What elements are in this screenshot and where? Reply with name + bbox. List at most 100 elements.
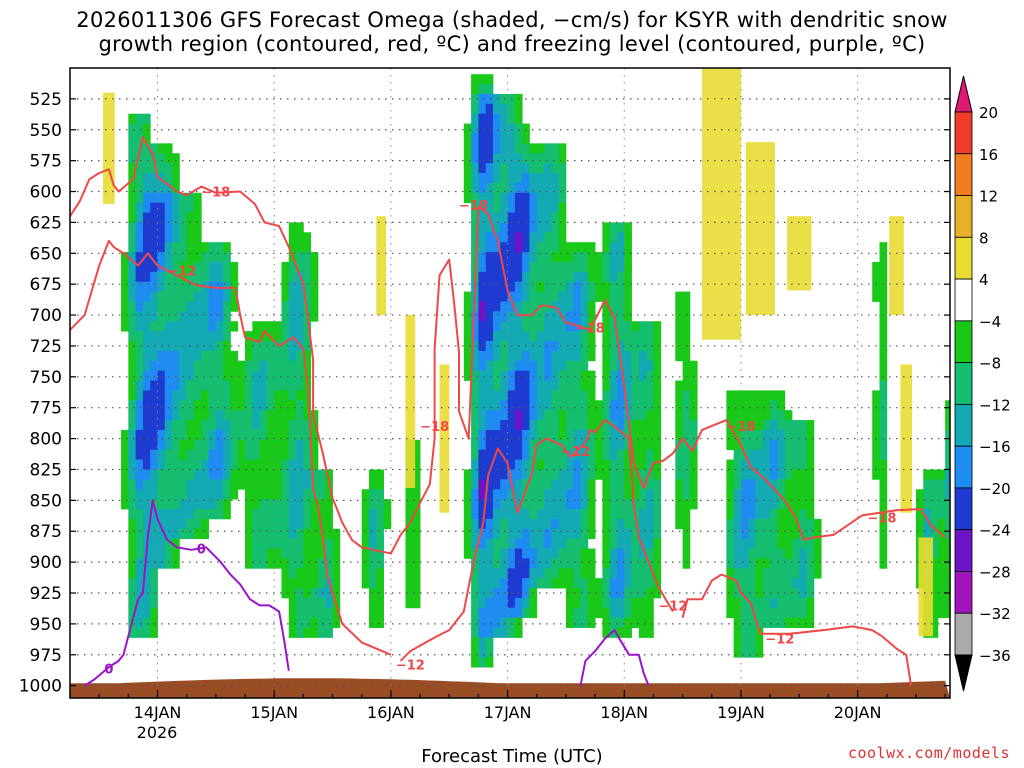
contour-label: −18 [201, 186, 230, 201]
omega-cell [689, 439, 698, 451]
omega-cell [471, 390, 479, 401]
omega-cell [164, 321, 173, 332]
omega-cell [536, 192, 545, 204]
omega-cell [128, 252, 137, 263]
colorbar-bin [954, 612, 973, 656]
omega-cell [514, 528, 523, 540]
omega-cell [186, 212, 195, 223]
omega-cell [296, 281, 304, 292]
omega-cell [791, 617, 800, 628]
omega-cell [274, 499, 282, 510]
omega-cell [223, 429, 231, 441]
omega-cell [296, 261, 304, 273]
omega-cell [872, 420, 880, 431]
omega-cell [799, 578, 807, 589]
omega-cell [288, 311, 297, 322]
freezing-level-line [579, 629, 650, 686]
omega-cell [142, 420, 151, 431]
omega-cell [193, 370, 202, 381]
omega-cell [638, 548, 647, 559]
omega-cell [186, 331, 195, 342]
omega-cell [150, 548, 158, 559]
omega-cell [675, 499, 683, 510]
omega-cell [624, 360, 632, 372]
omega-cell [274, 380, 282, 391]
omega-cell [164, 252, 173, 263]
omega-cell [193, 202, 202, 213]
omega-cell [770, 588, 778, 599]
omega-cell [558, 252, 567, 263]
omega-cell [631, 380, 640, 391]
omega-cell [361, 499, 370, 510]
omega-cell [128, 350, 137, 362]
omega-cell [544, 163, 552, 174]
omega-cell [325, 499, 333, 510]
omega-cell [762, 410, 771, 421]
omega-cell [172, 380, 180, 391]
omega-cell [492, 509, 501, 520]
omega-cell [179, 449, 188, 460]
omega-cell [135, 400, 144, 411]
omega-cell [478, 252, 487, 263]
omega-cell [259, 499, 268, 510]
y-tick-label: 525 [30, 90, 62, 110]
omega-cell [558, 429, 567, 441]
omega-cell [266, 518, 275, 530]
omega-cell [507, 252, 516, 263]
omega-cell [150, 578, 158, 589]
omega-cell [565, 291, 574, 302]
omega-cell [463, 123, 472, 134]
omega-cell [507, 499, 516, 510]
omega-cell [937, 558, 946, 569]
omega-cell [164, 528, 173, 540]
omega-cell [879, 509, 888, 520]
omega-cell [507, 143, 516, 154]
omega-cell [303, 410, 312, 421]
omega-cell [288, 469, 297, 480]
omega-cell [303, 627, 312, 638]
omega-cell [172, 509, 180, 520]
omega-cell [223, 291, 231, 302]
omega-cell [624, 341, 632, 352]
omega-cell [492, 548, 501, 559]
omega-cell [522, 518, 530, 530]
omega-cell [580, 449, 589, 460]
omega-cell [492, 429, 501, 441]
omega-cell [128, 627, 137, 638]
omega-cell [616, 420, 625, 431]
omega-cell [135, 202, 144, 213]
omega-cell [544, 321, 552, 332]
omega-cell [471, 538, 479, 549]
omega-cell [128, 113, 137, 124]
omega-cell [522, 163, 530, 174]
omega-cell [303, 607, 312, 619]
omega-cell [646, 429, 654, 441]
omega-cell [573, 479, 581, 490]
omega-cell [609, 360, 618, 372]
omega-cell [777, 558, 786, 569]
omega-cell [223, 439, 231, 451]
omega-cell [536, 331, 545, 342]
omega-cell [675, 479, 683, 490]
omega-cell [478, 410, 487, 421]
omega-cell [653, 469, 662, 480]
omega-cell [223, 479, 231, 490]
omega-cell [121, 489, 129, 500]
omega-cell [492, 350, 501, 362]
omega-cell [631, 439, 640, 451]
omega-cell [536, 420, 545, 431]
omega-cell [274, 479, 282, 490]
omega-cell [135, 173, 144, 184]
omega-cell [485, 192, 494, 204]
contour-label: −18 [867, 512, 896, 527]
omega-cell [609, 449, 618, 460]
omega-cell [223, 410, 231, 421]
omega-cell [551, 360, 560, 372]
omega-cell [259, 390, 268, 401]
omega-cell [806, 489, 815, 500]
omega-cell [813, 568, 822, 579]
omega-cell [492, 182, 501, 194]
omega-cell [740, 627, 749, 638]
omega-cell [522, 311, 530, 322]
